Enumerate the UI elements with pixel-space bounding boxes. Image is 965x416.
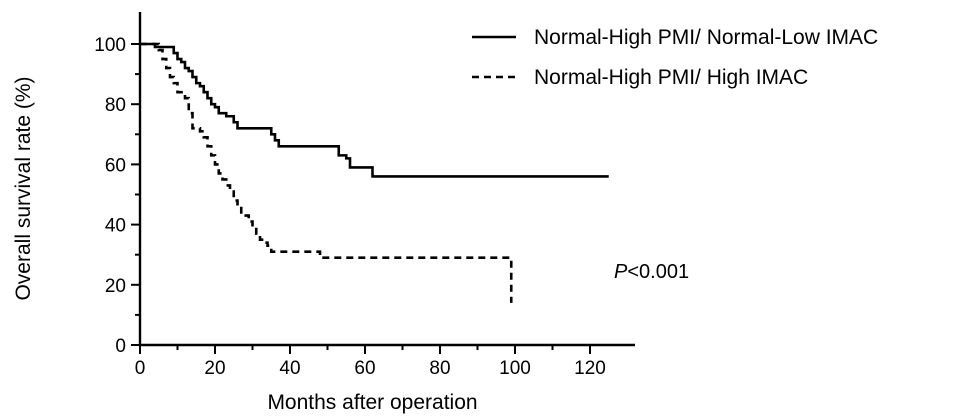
y-tick-label: 40 (105, 216, 126, 237)
series-layer (140, 42, 609, 303)
x-ticks: 0 20 40 60 80 100 120 (135, 345, 606, 379)
x-tick-label: 80 (429, 358, 450, 379)
series-line-dashed (140, 42, 513, 303)
axes (138, 12, 635, 347)
legend: Normal-High PMI/ Normal-Low IMAC Normal-… (472, 26, 878, 89)
legend-label-solid: Normal-High PMI/ Normal-Low IMAC (534, 26, 878, 49)
y-ticks: 0 20 40 60 80 100 (94, 35, 140, 357)
y-tick-label: 100 (94, 35, 126, 56)
x-tick-label: 40 (279, 358, 300, 379)
x-tick-label: 20 (204, 358, 225, 379)
y-tick-label: 20 (105, 276, 126, 297)
x-axis-title: Months after operation (267, 391, 477, 414)
series-line-solid (140, 42, 609, 178)
x-tick-label: 60 (354, 358, 375, 379)
p-value-rest: <0.001 (627, 261, 689, 283)
p-value-annotation: P<0.001 (614, 261, 689, 283)
x-tick-label: 0 (135, 358, 146, 379)
legend-label-dashed: Normal-High PMI/ High IMAC (534, 66, 808, 89)
x-tick-label: 120 (574, 358, 606, 379)
y-tick-label: 60 (105, 155, 126, 176)
x-tick-label: 100 (499, 358, 531, 379)
y-tick-label: 80 (105, 95, 126, 116)
y-tick-label: 0 (115, 336, 126, 357)
p-value-italic-p: P (614, 261, 628, 283)
y-axis-title: Overall survival rate (%) (12, 76, 35, 300)
